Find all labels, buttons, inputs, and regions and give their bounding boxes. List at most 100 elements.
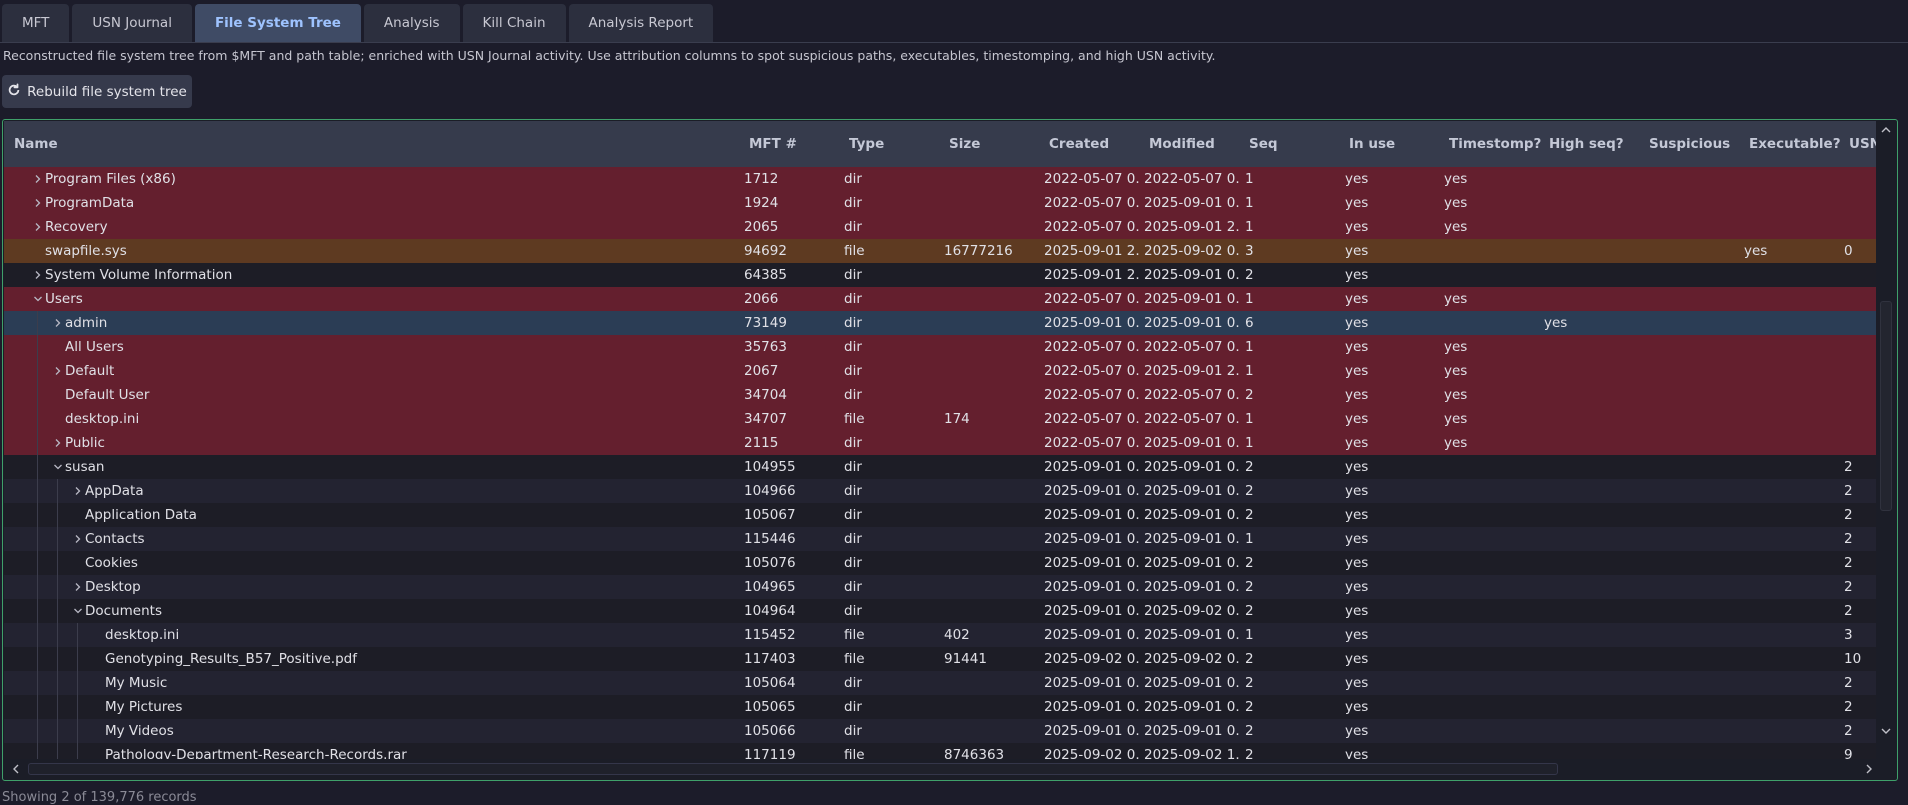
tab-mft[interactable]: MFT [2,4,70,42]
cell-name: My Music [91,671,731,695]
tree-guide-line [57,695,58,719]
table-row[interactable]: desktop.ini 34707 file 174 2022-05-07 0... 20… [4,407,1877,431]
cell-type: file [844,651,865,667]
cell-created: 2025-09-01 0... [1044,579,1139,595]
table-row[interactable]: Contacts 115446 dir 2025-09-01 0... 2025-09-… [4,527,1877,551]
table-row[interactable]: AppData 104966 dir 2025-09-01 0... 2025-09-0… [4,479,1877,503]
chevron-down-icon[interactable] [71,599,85,623]
table-row[interactable]: Documents 104964 dir 2025-09-01 0... 2025-09… [4,599,1877,623]
table-row[interactable]: admin 73149 dir 2025-09-01 0... 2025-09-01 0… [4,311,1877,335]
cell-created: 2025-09-01 0... [1044,603,1139,619]
table-row[interactable]: My Videos 105066 dir 2025-09-01 0... 2025-09… [4,719,1877,743]
chevron-right-icon[interactable] [31,191,45,215]
table-row[interactable]: Public 2115 dir 2022-05-07 0... 2025-09-01 0… [4,431,1877,455]
row-name: desktop.ini [105,627,180,643]
column-header-seq[interactable]: Seq [1249,136,1278,152]
cell-modified: 2025-09-02 1... [1144,747,1239,762]
table-row[interactable]: ProgramData 1924 dir 2022-05-07 0... 2025-09… [4,191,1877,215]
column-header-name[interactable]: Name [14,136,58,152]
horizontal-scrollbar[interactable] [4,759,1877,779]
cell-type: dir [844,579,862,595]
tree-guide-line [57,647,58,671]
table-row[interactable]: My Music 105064 dir 2025-09-01 0... 2025-09-… [4,671,1877,695]
row-name: susan [65,459,105,475]
cell-created: 2025-09-01 2... [1044,243,1139,259]
row-name: System Volume Information [45,267,233,283]
vertical-scrollbar[interactable] [1876,121,1896,760]
table-row[interactable]: Default User 34704 dir 2022-05-07 0... 2022-… [4,383,1877,407]
tab-analysis[interactable]: Analysis [363,4,460,42]
cell-in-use: yes [1345,435,1369,451]
cell-seq: 1 [1245,435,1254,451]
column-header-high-seq[interactable]: High seq? [1549,136,1624,152]
tab-kill-chain[interactable]: Kill Chain [462,4,566,42]
chevron-down-icon[interactable] [51,455,65,479]
table-row[interactable]: swapfile.sys 94692 file 16777216 2025-09-01 … [4,239,1877,263]
chevron-right-icon[interactable] [31,215,45,239]
cell-in-use: yes [1345,195,1369,211]
table-row[interactable]: Cookies 105076 dir 2025-09-01 0... 2025-09-0… [4,551,1877,575]
column-header-size[interactable]: Size [949,136,981,152]
cell-created: 2025-09-01 0... [1044,531,1139,547]
cell-mft: 105065 [744,699,796,715]
column-header-suspicious-path[interactable]: Suspicious pa [1649,136,1733,152]
rebuild-tree-button[interactable]: Rebuild file system tree [2,75,192,108]
cell-modified: 2025-09-01 0... [1144,267,1239,283]
chevron-down-icon[interactable] [31,287,45,311]
scroll-right-icon[interactable] [1862,762,1876,776]
column-header-timestomp[interactable]: Timestomp? [1449,136,1542,152]
table-row[interactable]: Program Files (x86) 1712 dir 2022-05-07 0..… [4,167,1877,191]
cell-modified: 2025-09-01 0... [1144,195,1239,211]
scroll-up-icon[interactable] [1879,123,1893,137]
column-header-executable[interactable]: Executable? [1749,136,1841,152]
tab-analysis-report[interactable]: Analysis Report [568,4,714,42]
chevron-right-icon[interactable] [31,167,45,191]
tree-guide-line [57,599,58,623]
table-row[interactable]: All Users 35763 dir 2022-05-07 0... 2022-05-… [4,335,1877,359]
column-header-type[interactable]: Type [849,136,885,152]
tab-file-system-tree[interactable]: File System Tree [194,4,361,42]
tree-guide-line [37,527,38,551]
scroll-down-icon[interactable] [1879,724,1893,738]
chevron-right-icon[interactable] [71,479,85,503]
table-row[interactable]: System Volume Information 64385 dir 2025-09… [4,263,1877,287]
cell-mft: 1924 [744,195,779,211]
column-header-modified[interactable]: Modified [1149,136,1215,152]
cell-in-use: yes [1345,531,1369,547]
horizontal-scroll-thumb[interactable] [28,763,1558,775]
chevron-right-icon[interactable] [71,527,85,551]
vertical-scroll-thumb[interactable] [1880,301,1892,511]
table-row[interactable]: Application Data 105067 dir 2025-09-01 0...… [4,503,1877,527]
tab-usn-journal[interactable]: USN Journal [72,4,192,42]
table-row[interactable]: Users 2066 dir 2022-05-07 0... 2025-09-01 0.… [4,287,1877,311]
table-row[interactable]: susan 104955 dir 2025-09-01 0... 2025-09-01 … [4,455,1877,479]
cell-seq: 2 [1245,747,1254,762]
table-row[interactable]: Pathology-Department-Research-Records.ra… [4,743,1877,762]
tree-guide-line [37,335,38,359]
table-row[interactable]: Default 2067 dir 2022-05-07 0... 2025-09-01 … [4,359,1877,383]
column-header-in-use[interactable]: In use [1349,136,1396,152]
cell-seq: 1 [1245,363,1254,379]
row-name: Default [65,363,115,379]
cell-in-use: yes [1345,243,1369,259]
table-row[interactable]: Genotyping_Results_B57_Positive.pdf 11740… [4,647,1877,671]
chevron-right-icon[interactable] [71,575,85,599]
scroll-left-icon[interactable] [9,762,23,776]
chevron-right-icon[interactable] [51,431,65,455]
cell-mft: 104964 [744,603,796,619]
table-row[interactable]: Recovery 2065 dir 2022-05-07 0... 2025-09-01… [4,215,1877,239]
chevron-right-icon[interactable] [51,359,65,383]
table-row[interactable]: My Pictures 105065 dir 2025-09-01 0... 2025-… [4,695,1877,719]
table-row[interactable]: desktop.ini 115452 file 402 2025-09-01 0... 2… [4,623,1877,647]
table-row[interactable]: Desktop 104965 dir 2025-09-01 0... 2025-09-0… [4,575,1877,599]
cell-seq: 1 [1245,531,1254,547]
chevron-right-icon[interactable] [51,311,65,335]
column-header-mft[interactable]: MFT # [749,136,797,152]
cell-seq: 1 [1245,627,1254,643]
column-header-usn[interactable]: USN [1849,136,1881,152]
tree-guide-line [57,743,58,762]
column-header-created[interactable]: Created [1049,136,1110,152]
cell-in-use: yes [1345,387,1369,403]
cell-type: dir [844,219,862,235]
chevron-right-icon[interactable] [31,263,45,287]
